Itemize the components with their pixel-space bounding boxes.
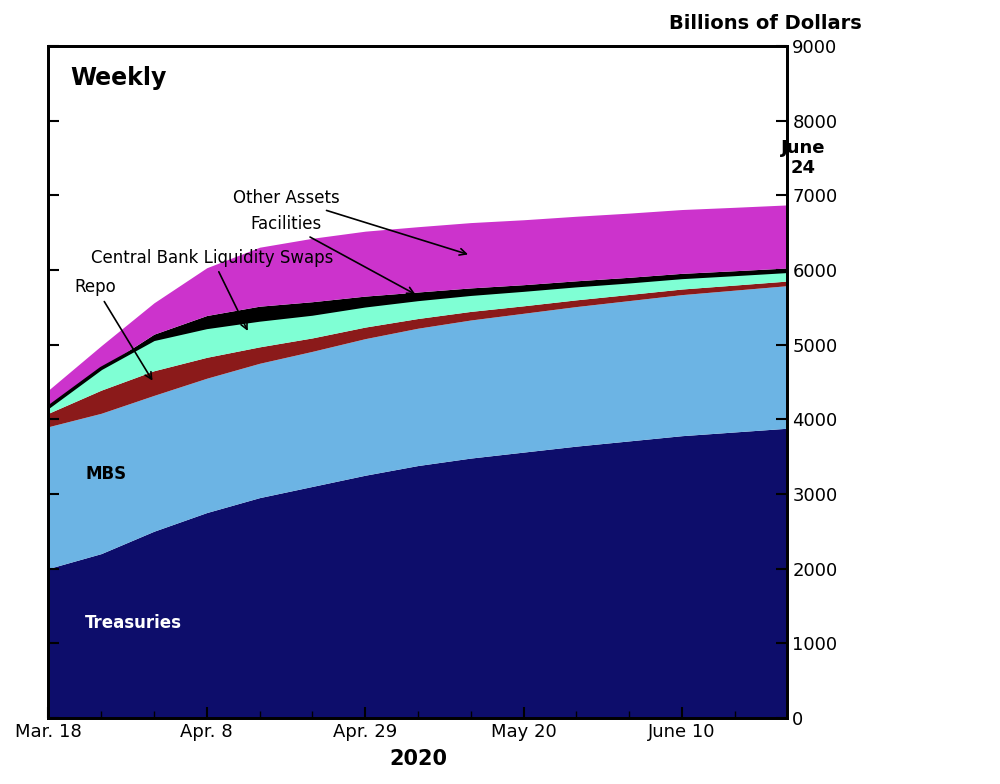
- Text: Treasuries: Treasuries: [85, 614, 182, 632]
- Text: Facilities: Facilities: [250, 215, 414, 293]
- X-axis label: 2020: 2020: [389, 749, 447, 769]
- Text: Repo: Repo: [75, 278, 152, 379]
- Text: MBS: MBS: [85, 465, 126, 483]
- Text: Other Assets: Other Assets: [233, 189, 466, 255]
- Text: Billions of Dollars: Billions of Dollars: [669, 13, 861, 33]
- Text: Central Bank Liquidity Swaps: Central Bank Liquidity Swaps: [91, 249, 333, 329]
- Text: Weekly: Weekly: [71, 66, 167, 90]
- Text: June
24: June 24: [781, 139, 826, 177]
